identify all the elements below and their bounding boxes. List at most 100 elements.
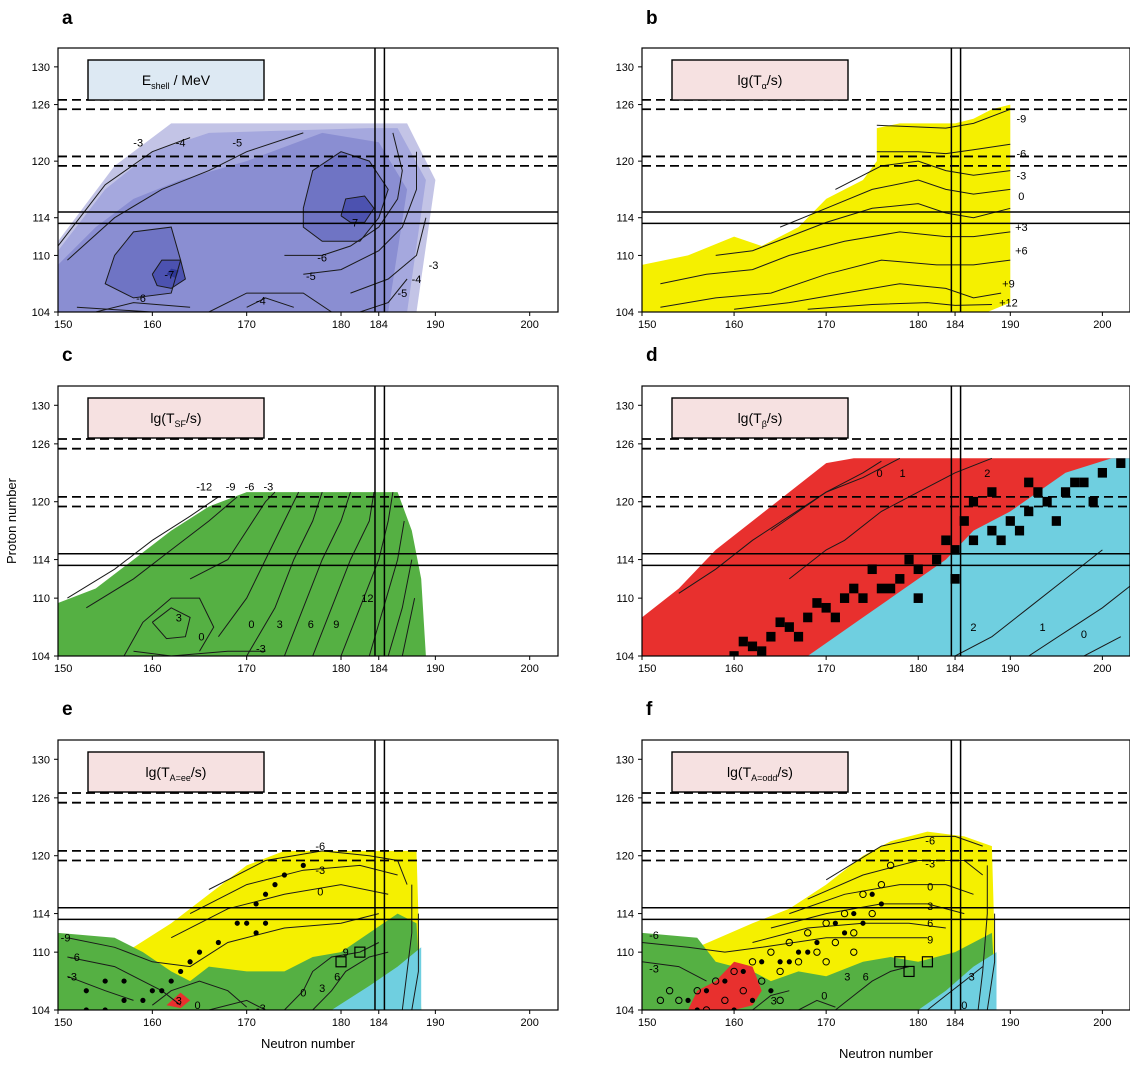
even-nucleus-dot xyxy=(140,997,146,1003)
y-tick-label: 126 xyxy=(32,793,50,805)
even-nucleus-dot xyxy=(703,988,710,994)
contour-label: 0 xyxy=(195,1000,201,1012)
even-nucleus-dot xyxy=(121,978,127,984)
contour-line xyxy=(283,491,351,656)
contour-line xyxy=(779,179,1011,228)
contour-line xyxy=(151,607,191,640)
y-tick-label: 104 xyxy=(32,1005,50,1017)
contour-label: -6 xyxy=(70,952,80,964)
boundary-cell xyxy=(913,564,923,575)
odd-nucleus-circle xyxy=(804,929,812,937)
contour-line xyxy=(835,966,910,1010)
boundary-cell xyxy=(849,583,859,594)
boundary-cell xyxy=(1024,506,1034,517)
contour-label: 9 xyxy=(927,935,933,947)
even-nucleus-dot xyxy=(878,901,884,907)
contour-label: 0 xyxy=(821,991,827,1003)
contour-line xyxy=(246,297,294,308)
contour-line xyxy=(977,865,988,1010)
even-nucleus-dot xyxy=(272,882,278,888)
quantity-tail: /s) xyxy=(191,764,207,780)
contour-label: 3 xyxy=(844,971,850,983)
boundary-cell xyxy=(959,516,969,526)
even-nucleus-dot xyxy=(731,1007,737,1010)
y-tick-label: 104 xyxy=(616,1005,634,1017)
contour-line xyxy=(660,231,1011,285)
x-tick-label: 190 xyxy=(426,319,444,331)
y-tick-label: 130 xyxy=(616,754,634,766)
boundary-cell xyxy=(941,535,951,546)
contour-line xyxy=(67,956,181,1006)
contour-line xyxy=(76,306,153,312)
even-nucleus-dot xyxy=(83,988,89,994)
contour-line xyxy=(312,492,375,656)
region-f-3 xyxy=(918,952,997,1010)
contour-line xyxy=(67,132,304,261)
contour-label: 3 xyxy=(969,971,975,983)
boundary-cell xyxy=(784,622,794,632)
x-tick-label: 180 xyxy=(909,663,927,675)
quantity-subscript: α xyxy=(762,81,767,91)
contour-line xyxy=(642,961,707,982)
x-tick-label: 200 xyxy=(1093,663,1111,675)
x-tick-label: 150 xyxy=(638,319,656,331)
contour-line xyxy=(835,160,1011,190)
x-tick-label: 200 xyxy=(1093,1017,1111,1029)
quantity-tail: /s) xyxy=(767,410,783,426)
contour-line xyxy=(58,137,191,247)
boundary-cell xyxy=(867,564,877,575)
even-nucleus-dot xyxy=(102,1007,108,1010)
x-tick-label: 184 xyxy=(946,319,964,331)
y-tick-label: 114 xyxy=(32,213,50,225)
quantity-subscript: A=odd xyxy=(751,773,777,783)
contour-label: 3 xyxy=(176,995,182,1007)
y-tick-label: 110 xyxy=(32,947,50,959)
contour-line xyxy=(368,520,405,656)
contour-label: -9 xyxy=(226,481,236,493)
even-nucleus-dot xyxy=(253,901,259,907)
boundary-cell xyxy=(987,487,997,497)
quantity-label: lg(TA=odd/s) xyxy=(727,764,793,783)
boundary-cell xyxy=(968,535,979,546)
panel-b: -9 -6 -3 0 +3 +6 +9 +12 150 160 170 180 184 190 200 104… xyxy=(616,8,1130,331)
contour-label: -3 xyxy=(263,481,273,493)
x-axis-title-e: Neutron number xyxy=(261,1036,356,1051)
contour-label: 2 xyxy=(984,468,990,480)
x-tick-label: 180 xyxy=(332,319,350,331)
y-tick-label: 120 xyxy=(32,851,50,863)
quantity-main: lg(T xyxy=(738,410,763,426)
x-tick-label: 170 xyxy=(237,663,255,675)
boundary-cell xyxy=(1088,496,1098,507)
contour-line xyxy=(350,217,427,294)
y-tick-label: 120 xyxy=(616,156,634,168)
boundary-cell xyxy=(1051,516,1061,526)
region-e-1 xyxy=(58,913,422,1010)
panel-d: 0 1 2 2 1 0 150 160 170 180 184 190 200 104 110 114 120 1… xyxy=(616,345,1130,675)
quantity-main: lg(T xyxy=(150,410,175,426)
boundary-cell xyxy=(775,617,785,628)
contour-line xyxy=(67,913,379,968)
contour-line xyxy=(734,283,1002,310)
even-nucleus-dot xyxy=(768,988,774,994)
quantity-label: lg(TA=ee/s) xyxy=(146,764,207,783)
contour-label: 0 xyxy=(1018,191,1024,203)
boundary-cell xyxy=(876,583,886,594)
contour-line xyxy=(67,975,134,1001)
y-tick-label: 114 xyxy=(32,555,50,567)
y-tick-label: 130 xyxy=(32,754,50,766)
contour-line xyxy=(246,491,323,656)
y-tick-label: 126 xyxy=(616,439,634,451)
contour-line xyxy=(387,559,413,656)
even-nucleus-dot xyxy=(83,1007,89,1010)
contour-line xyxy=(986,913,996,1010)
odd-nucleus-circle xyxy=(886,861,895,870)
quantity-main: lg(T xyxy=(738,72,763,88)
y-tick-label: 110 xyxy=(616,593,634,605)
region-e-3 xyxy=(331,947,422,1010)
odd-nucleus-circle xyxy=(868,909,876,918)
plot-frame xyxy=(641,739,1130,1011)
plot-area-b: -9 -6 -3 0 +3 +6 +9 +12 xyxy=(642,48,1130,312)
contour-line xyxy=(401,884,413,1010)
boundary-cell xyxy=(1014,525,1025,536)
